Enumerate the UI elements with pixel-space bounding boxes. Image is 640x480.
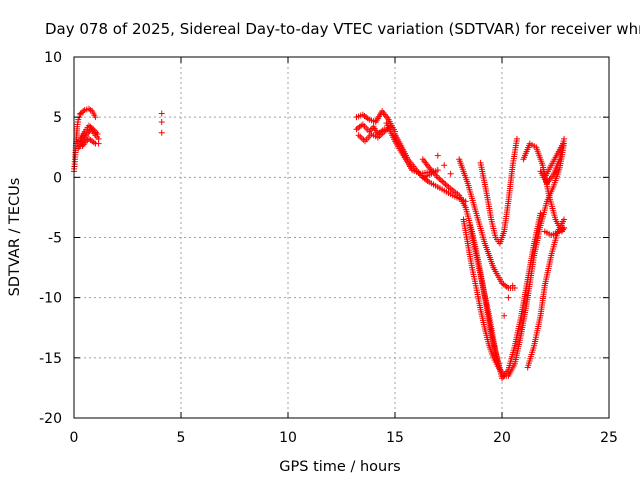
y-axis-label: SDTVAR / TECUs [7,178,23,297]
data-point-marker [462,198,469,205]
data-point-marker [505,294,512,301]
y-tick-label: -10 [39,291,62,307]
data-point-marker [561,224,568,231]
y-tick-label: 0 [53,170,62,186]
data-point-marker [509,282,516,289]
data-point-marker [92,114,99,121]
x-tick-label: 10 [279,430,297,446]
x-tick-label: 5 [177,430,186,446]
axis-ticks [73,56,610,419]
data-point-marker [80,108,87,115]
y-tick-label: -15 [39,351,62,367]
y-tick-label: 10 [44,50,62,66]
data-point-marker [499,369,505,376]
data-point-marker [513,135,520,142]
x-tick-label: 15 [386,430,404,446]
grid-lines [74,57,609,418]
x-tick-label: 0 [70,430,79,446]
x-tick-label: 25 [600,430,618,446]
data-point-marker [434,152,441,159]
tick-labels: 0 5 10 15 20 25 -20 -15 -10 -5 0 5 10 [39,50,618,446]
data-point-marker [561,135,568,142]
data-point-marker [559,140,566,147]
x-tick-label: 20 [493,430,511,446]
data-point-marker [447,170,454,177]
data-point-marker [561,216,568,223]
x-axis-label: GPS time / hours [279,459,400,475]
data-point-marker [501,312,508,319]
data-point-marker [158,110,165,117]
data-point-marker [434,167,441,174]
data-point-marker [537,210,544,217]
y-tick-label: 5 [53,110,62,126]
y-tick-label: -5 [48,231,62,247]
data-point-marker [158,129,165,136]
data-points [71,105,568,382]
y-tick-label: -20 [39,411,62,427]
data-point-marker [441,162,448,169]
data-point-marker [95,140,102,147]
data-point-marker [158,118,165,125]
chart-title: Day 078 of 2025, Sidereal Day-to-day VTE… [45,20,640,38]
